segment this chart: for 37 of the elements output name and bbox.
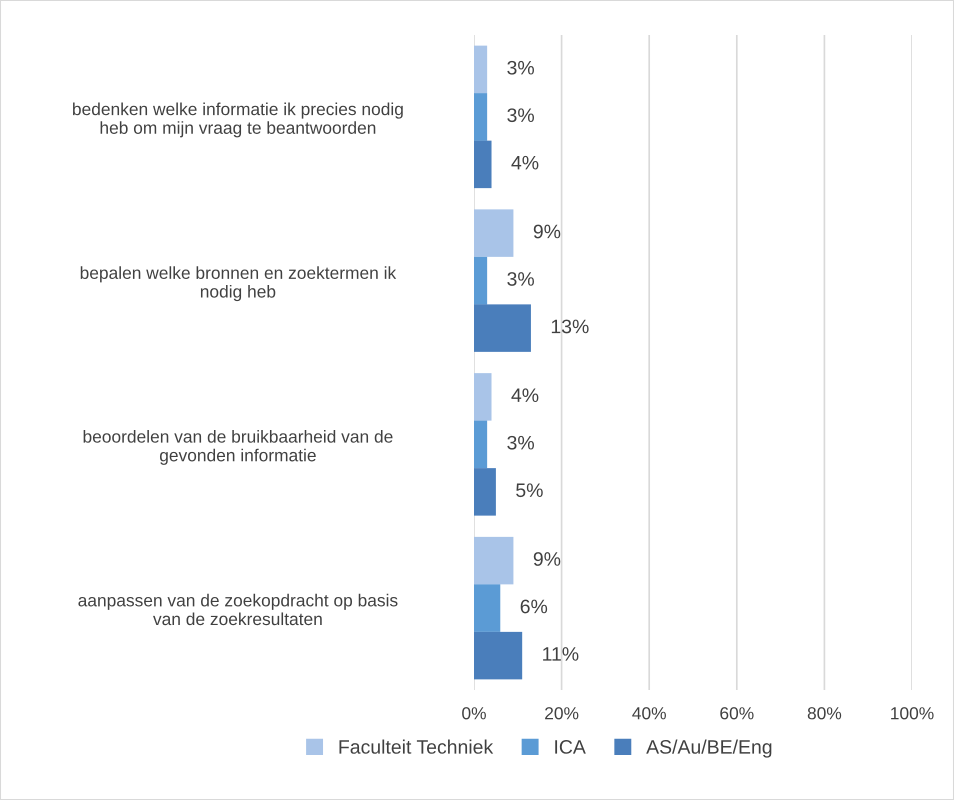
x-tick-label: 20% [545,707,578,720]
y-tick-label: bedenken welke informatie ik precies nodig heb om mijn vraag te beantwoorden [73,102,403,138]
y-tick-label: aanpassen van de zoekopdracht op basis van de zoekresultaten [78,594,398,626]
bar [474,140,492,188]
data-label: 9% [534,552,560,566]
data-label: 6% [520,600,548,614]
x-tick-label: 60% [720,707,754,720]
data-label: 3% [507,436,534,450]
y-tick-label: bepalen welke bronnen en zoektermen ik nodig heb [80,266,396,302]
bar [474,209,514,257]
data-label: 4% [511,388,538,402]
data-label: 3% [507,60,534,75]
bar [474,256,488,304]
bar [474,584,500,632]
x-tick-label: 40% [632,707,666,720]
data-label: 11% [543,647,578,661]
bar [474,536,514,584]
data-label: 13% [552,320,589,334]
x-tick-label: 80% [808,707,842,720]
data-label: 4% [511,156,538,170]
legend-label: AS/Au/BE/Eng [646,740,772,758]
bar [474,304,531,352]
x-tick-label: 0% [462,707,486,720]
data-label: 3% [507,108,534,122]
bar [474,93,488,141]
bar [474,632,522,680]
legend-label: ICA [555,740,586,754]
bar [474,420,488,468]
data-label: 9% [534,224,560,238]
data-label: 3% [507,272,534,286]
bar [474,468,496,516]
bar [474,373,492,421]
bar [474,46,488,94]
x-tick-label: 100% [891,707,934,720]
data-label: 5% [516,483,543,498]
y-tick-label: beoordelen van de bruikbaarheid van de gevonden informatie [84,430,393,465]
legend-label: Faculteit Techniek [339,740,494,754]
